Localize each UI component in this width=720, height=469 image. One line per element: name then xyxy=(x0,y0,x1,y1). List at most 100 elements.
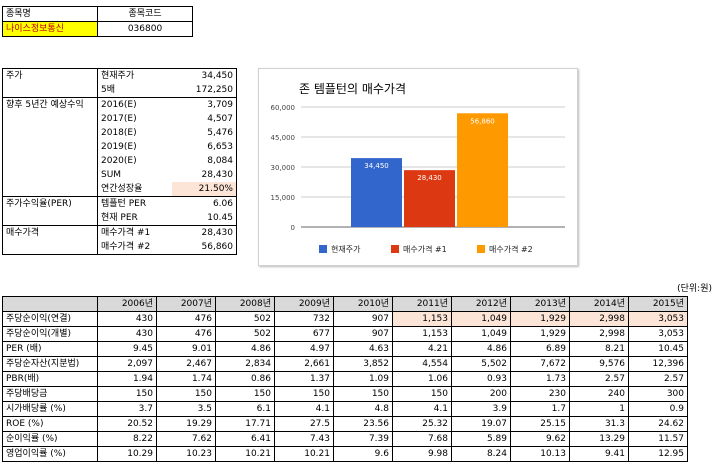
metric-value[interactable]: 150 xyxy=(334,387,393,402)
metric-label[interactable]: 영업이익률 (%) xyxy=(3,447,98,462)
metric-value[interactable]: 150 xyxy=(275,387,334,402)
metric-value[interactable]: 5.89 xyxy=(452,432,511,447)
metric-label[interactable]: 주당배당금 xyxy=(3,387,98,402)
metric-value[interactable]: 9.01 xyxy=(157,342,216,357)
metric-value[interactable]: 907 xyxy=(334,312,393,327)
stock-name-header[interactable]: 종목명 xyxy=(3,7,98,22)
metric-value[interactable]: 4.1 xyxy=(393,402,452,417)
year-header[interactable]: 2014년 xyxy=(570,297,629,312)
metric-label[interactable]: 주당순자산(지분법) xyxy=(3,357,98,372)
year-header[interactable]: 2007년 xyxy=(157,297,216,312)
metric-value[interactable]: 1,929 xyxy=(511,312,570,327)
metric-value[interactable]: 10.45 xyxy=(629,342,688,357)
metric-label[interactable]: 시가배당률 (%) xyxy=(3,402,98,417)
metric-value[interactable]: 240 xyxy=(570,387,629,402)
metric-value[interactable]: 230 xyxy=(511,387,570,402)
stock-name-cell[interactable]: 나이스정보통신 xyxy=(3,22,98,37)
metric-value[interactable]: 12,396 xyxy=(629,357,688,372)
metric-value[interactable]: 27.5 xyxy=(275,417,334,432)
metric-value[interactable]: 4,554 xyxy=(393,357,452,372)
summary-item-label[interactable]: SUM xyxy=(98,168,173,182)
metric-value[interactable]: 677 xyxy=(275,327,334,342)
year-header[interactable]: 2012년 xyxy=(452,297,511,312)
metric-value[interactable]: 19.07 xyxy=(452,417,511,432)
metric-value[interactable]: 1,049 xyxy=(452,327,511,342)
year-header[interactable]: 2010년 xyxy=(334,297,393,312)
metric-value[interactable]: 4.63 xyxy=(334,342,393,357)
metric-value[interactable]: 2,998 xyxy=(570,312,629,327)
summary-item-value[interactable]: 56,860 xyxy=(172,240,237,255)
year-header[interactable]: 2011년 xyxy=(393,297,452,312)
metric-value[interactable]: 5,502 xyxy=(452,357,511,372)
metric-value[interactable]: 10.13 xyxy=(511,447,570,462)
metric-value[interactable]: 150 xyxy=(98,387,157,402)
summary-group-label[interactable] xyxy=(3,168,98,182)
metric-value[interactable]: 0.9 xyxy=(629,402,688,417)
summary-item-value[interactable]: 5,476 xyxy=(172,126,237,140)
summary-item-value[interactable]: 21.50% xyxy=(172,182,237,197)
metric-label[interactable]: PBR(배) xyxy=(3,372,98,387)
metric-value[interactable]: 10.21 xyxy=(275,447,334,462)
metric-value[interactable]: 1 xyxy=(570,402,629,417)
metric-value[interactable]: 13.29 xyxy=(570,432,629,447)
metric-value[interactable]: 1,153 xyxy=(393,327,452,342)
summary-item-value[interactable]: 28,430 xyxy=(172,168,237,182)
metric-label[interactable]: ROE (%) xyxy=(3,417,98,432)
metric-value[interactable]: 10.29 xyxy=(98,447,157,462)
metric-value[interactable]: 6.89 xyxy=(511,342,570,357)
summary-item-label[interactable]: 2017(E) xyxy=(98,112,173,126)
summary-group-label[interactable] xyxy=(3,126,98,140)
year-header[interactable]: 2013년 xyxy=(511,297,570,312)
summary-item-label[interactable]: 2016(E) xyxy=(98,98,173,113)
summary-group-label[interactable] xyxy=(3,182,98,197)
metric-value[interactable]: 150 xyxy=(216,387,275,402)
metric-value[interactable]: 4.86 xyxy=(452,342,511,357)
metric-value[interactable]: 3.7 xyxy=(98,402,157,417)
metric-value[interactable]: 3,852 xyxy=(334,357,393,372)
metric-value[interactable]: 0.93 xyxy=(452,372,511,387)
metric-value[interactable]: 25.32 xyxy=(393,417,452,432)
summary-item-label[interactable]: 매수가격 #2 xyxy=(98,240,173,255)
summary-item-value[interactable]: 172,250 xyxy=(172,83,237,98)
metric-value[interactable]: 9.62 xyxy=(511,432,570,447)
summary-item-value[interactable]: 34,450 xyxy=(172,69,237,84)
metric-value[interactable]: 8.22 xyxy=(98,432,157,447)
metric-value[interactable]: 732 xyxy=(275,312,334,327)
metric-value[interactable]: 2,661 xyxy=(275,357,334,372)
metric-value[interactable]: 907 xyxy=(334,327,393,342)
summary-group-label[interactable]: 향후 5년간 예상수익 xyxy=(3,98,98,113)
metric-value[interactable]: 9.98 xyxy=(393,447,452,462)
metric-value[interactable]: 2,998 xyxy=(570,327,629,342)
metric-value[interactable]: 150 xyxy=(157,387,216,402)
summary-group-label[interactable] xyxy=(3,154,98,168)
metric-value[interactable]: 502 xyxy=(216,327,275,342)
metric-value[interactable]: 502 xyxy=(216,312,275,327)
metric-value[interactable]: 3.9 xyxy=(452,402,511,417)
metric-value[interactable]: 3.5 xyxy=(157,402,216,417)
summary-item-label[interactable]: 연간성장율 xyxy=(98,182,173,197)
metric-value[interactable]: 2,467 xyxy=(157,357,216,372)
metric-value[interactable]: 300 xyxy=(629,387,688,402)
summary-group-label[interactable] xyxy=(3,83,98,98)
metric-value[interactable]: 1,049 xyxy=(452,312,511,327)
metric-value[interactable]: 430 xyxy=(98,312,157,327)
metric-value[interactable]: 1.7 xyxy=(511,402,570,417)
summary-group-label[interactable] xyxy=(3,140,98,154)
metric-value[interactable]: 1.73 xyxy=(511,372,570,387)
metric-value[interactable]: 1,929 xyxy=(511,327,570,342)
metric-value[interactable]: 1.06 xyxy=(393,372,452,387)
summary-item-value[interactable]: 8,084 xyxy=(172,154,237,168)
metric-value[interactable]: 476 xyxy=(157,312,216,327)
summary-item-value[interactable]: 6.06 xyxy=(172,197,237,212)
summary-item-value[interactable]: 3,709 xyxy=(172,98,237,113)
metric-value[interactable]: 3,053 xyxy=(629,327,688,342)
summary-group-label[interactable]: 매수가격 xyxy=(3,226,98,241)
metric-label[interactable]: 순이익률 (%) xyxy=(3,432,98,447)
metric-value[interactable]: 17.71 xyxy=(216,417,275,432)
metric-value[interactable]: 7.43 xyxy=(275,432,334,447)
summary-item-label[interactable]: 매수가격 #1 xyxy=(98,226,173,241)
metric-value[interactable]: 19.29 xyxy=(157,417,216,432)
year-header[interactable]: 2009년 xyxy=(275,297,334,312)
metric-value[interactable]: 2.57 xyxy=(570,372,629,387)
summary-item-label[interactable]: 현재주가 xyxy=(98,69,173,84)
